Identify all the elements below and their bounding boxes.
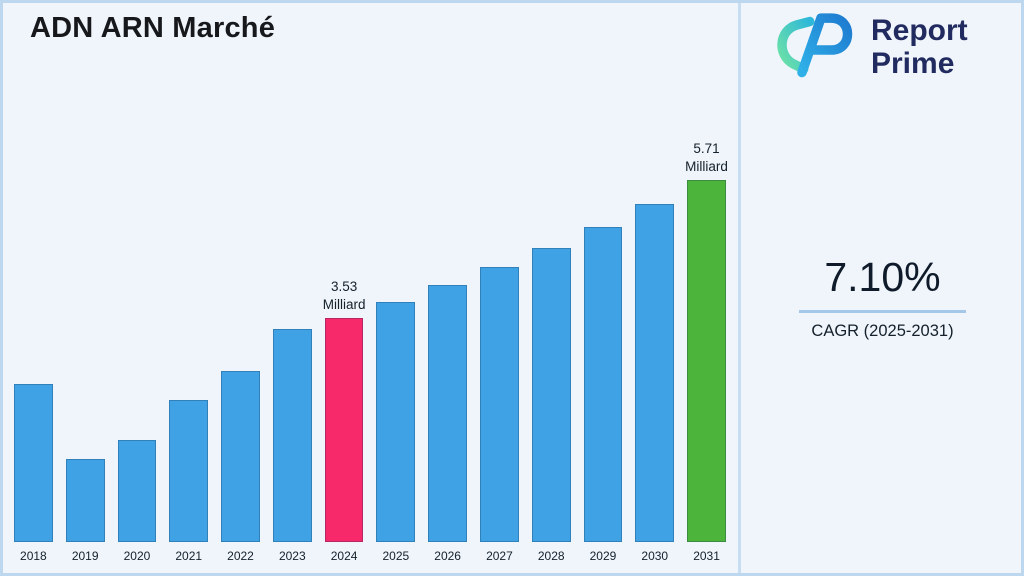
- cagr-label: CAGR (2025-2031): [811, 322, 954, 340]
- brand-name-line1: Report: [871, 13, 968, 47]
- bar-column: 2026: [428, 285, 468, 563]
- bar-value-label: 3.53 Milliard: [322, 279, 366, 313]
- x-tick-label: 2018: [20, 549, 47, 563]
- bar-column: 2023: [272, 329, 312, 563]
- vertical-divider: [738, 3, 741, 573]
- bar-column: 2022: [221, 371, 260, 563]
- bar-column: 2020: [117, 440, 157, 563]
- bar: [65, 459, 105, 542]
- bar: [117, 440, 157, 542]
- x-tick-label: 2031: [693, 549, 720, 563]
- x-tick-label: 2028: [537, 549, 565, 563]
- report-prime-logo-icon: [770, 8, 865, 85]
- x-tick-label: 2023: [278, 549, 306, 563]
- x-tick-label: 2024: [330, 549, 358, 563]
- brand-name: Report Prime: [871, 14, 968, 80]
- bar: [583, 227, 623, 542]
- x-tick-label: 2029: [589, 549, 617, 563]
- x-tick-label: 2019: [71, 549, 99, 563]
- bar-column: 2028: [531, 248, 571, 563]
- cagr-underline: [799, 310, 966, 313]
- x-tick-label: 2022: [227, 549, 254, 563]
- bar: [324, 318, 364, 542]
- x-tick-label: 2030: [641, 549, 669, 563]
- page-title: ADN ARN Marché: [30, 12, 276, 44]
- bar-column: 2018: [14, 384, 53, 563]
- bar-column: 3.53 Milliard 2024: [322, 278, 366, 563]
- brand-name-line2: Prime: [871, 46, 955, 80]
- bar: [169, 400, 209, 542]
- bar-column: 2029: [583, 227, 623, 563]
- bar-column: 2027: [480, 267, 519, 563]
- bar-column: 2025: [376, 302, 416, 563]
- bar-column: 2021: [169, 400, 209, 563]
- bar-chart: 2018 2019 2020 2021 2022 2023 3.53 Milliard 2024…: [14, 140, 728, 563]
- bar: [221, 371, 260, 542]
- cagr-value: 7.10%: [824, 254, 941, 300]
- x-tick-label: 2027: [486, 549, 513, 563]
- x-tick-label: 2020: [123, 549, 151, 563]
- bar: [376, 302, 416, 542]
- bar: [272, 329, 312, 542]
- bar: [14, 384, 53, 542]
- bar: [687, 180, 726, 542]
- bar-column: 5.71 Milliard 2031: [685, 140, 728, 563]
- cagr-block: 7.10% CAGR (2025-2031): [799, 254, 966, 341]
- bar-column: 2019: [65, 459, 105, 563]
- bar: [428, 285, 468, 542]
- x-tick-label: 2025: [382, 549, 410, 563]
- bar: [531, 248, 571, 542]
- bar-value-label: 5.71 Milliard: [685, 141, 728, 175]
- x-tick-label: 2021: [175, 549, 203, 563]
- bar-column: 2030: [635, 204, 675, 563]
- bar: [635, 204, 675, 542]
- bar: [480, 267, 519, 542]
- x-tick-label: 2026: [434, 549, 461, 563]
- report-prime-logo: Report Prime: [770, 8, 968, 85]
